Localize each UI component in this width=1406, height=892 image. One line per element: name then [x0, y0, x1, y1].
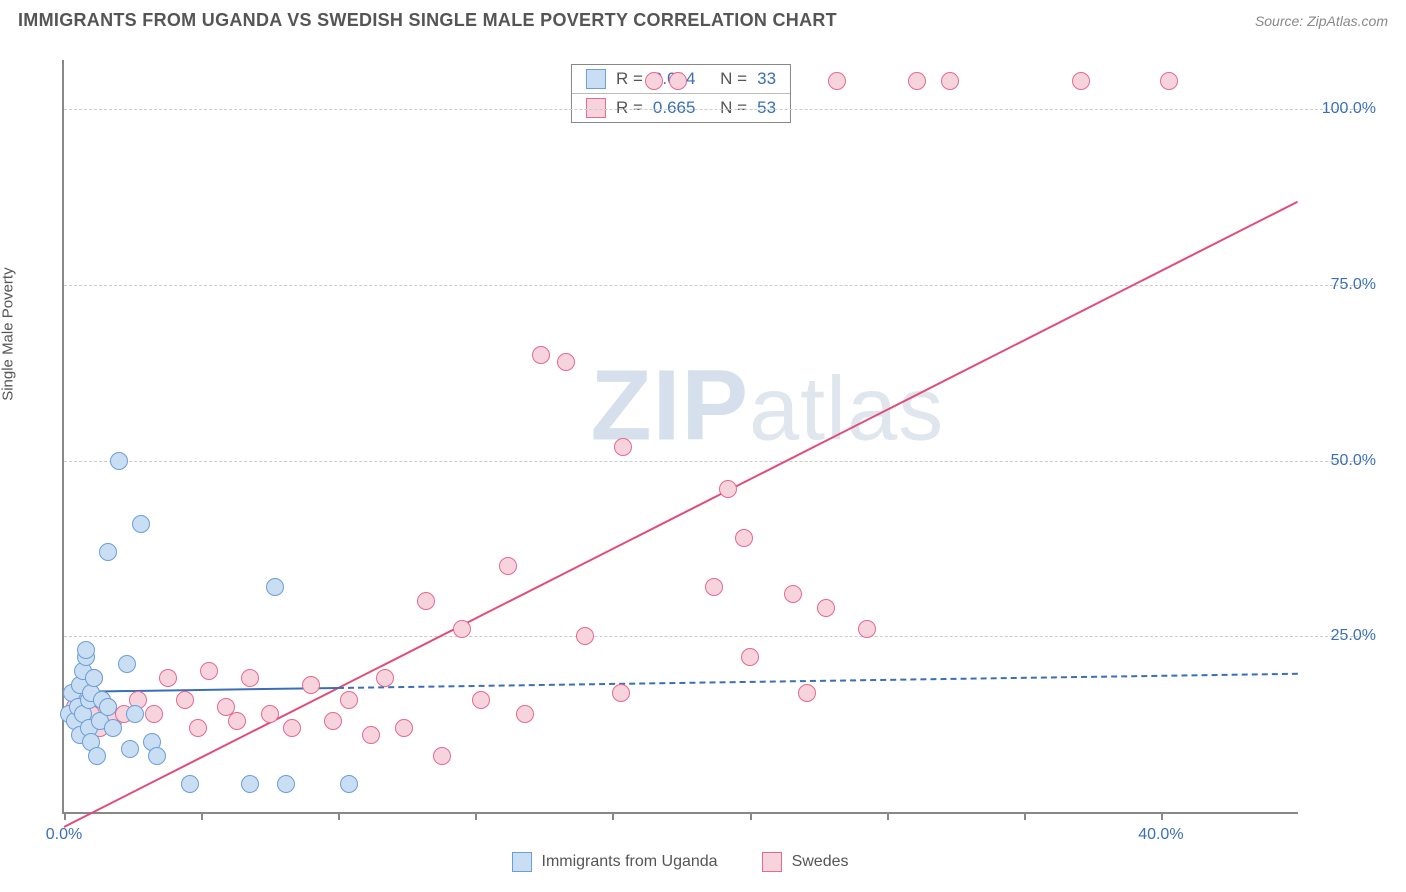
x-tick — [1161, 812, 1163, 820]
data-point — [266, 578, 284, 596]
data-point — [433, 747, 451, 765]
data-point — [798, 684, 816, 702]
data-point — [302, 676, 320, 694]
data-point — [85, 669, 103, 687]
data-point — [118, 655, 136, 673]
x-tick — [612, 812, 614, 820]
x-tick — [64, 812, 66, 820]
x-tick-label: 0.0% — [46, 826, 82, 844]
plot-region: ZIPatlas R = 0.014 N = 33 R = 0.665 N = … — [62, 60, 1298, 814]
legend-swatch-b — [762, 852, 782, 872]
data-point — [340, 691, 358, 709]
data-point — [148, 747, 166, 765]
legend-swatch-a — [512, 852, 532, 872]
data-point — [453, 620, 471, 638]
y-tick-label: 25.0% — [1331, 627, 1376, 645]
x-tick — [887, 812, 889, 820]
gridline — [64, 461, 1368, 462]
gridline — [64, 109, 1368, 110]
data-point — [1160, 72, 1178, 90]
data-point — [145, 705, 163, 723]
chart-title: IMMIGRANTS FROM UGANDA VS SWEDISH SINGLE… — [18, 10, 837, 31]
data-point — [817, 599, 835, 617]
source-label: Source: ZipAtlas.com — [1255, 13, 1388, 29]
data-point — [612, 684, 630, 702]
bottom-legend-b: Swedes — [762, 852, 849, 872]
data-point — [376, 669, 394, 687]
data-point — [362, 726, 380, 744]
data-point — [277, 775, 295, 793]
data-point — [126, 705, 144, 723]
data-point — [719, 480, 737, 498]
data-point — [121, 740, 139, 758]
bottom-legend-a: Immigrants from Uganda — [512, 852, 718, 872]
x-tick — [338, 812, 340, 820]
data-point — [645, 72, 663, 90]
data-point — [828, 72, 846, 90]
data-point — [576, 627, 594, 645]
data-point — [735, 529, 753, 547]
data-point — [261, 705, 279, 723]
x-tick-label: 40.0% — [1138, 826, 1183, 844]
data-point — [176, 691, 194, 709]
data-point — [283, 719, 301, 737]
y-tick-label: 50.0% — [1331, 452, 1376, 470]
data-point — [705, 578, 723, 596]
data-point — [228, 712, 246, 730]
legend-swatch-a — [586, 69, 606, 89]
legend-swatch-b — [586, 98, 606, 118]
data-point — [200, 662, 218, 680]
data-point — [99, 698, 117, 716]
data-point — [241, 669, 259, 687]
data-point — [395, 719, 413, 737]
data-point — [941, 72, 959, 90]
data-point — [499, 557, 517, 575]
data-point — [132, 515, 150, 533]
x-tick — [201, 812, 203, 820]
data-point — [104, 719, 122, 737]
gridline — [64, 636, 1368, 637]
data-point — [417, 592, 435, 610]
x-tick — [1024, 812, 1026, 820]
data-point — [741, 648, 759, 666]
data-point — [557, 353, 575, 371]
bottom-legend: Immigrants from Uganda Swedes — [62, 852, 1298, 872]
data-point — [1072, 72, 1090, 90]
data-point — [324, 712, 342, 730]
data-point — [181, 775, 199, 793]
y-tick-label: 100.0% — [1322, 100, 1376, 118]
data-point — [99, 543, 117, 561]
data-point — [241, 775, 259, 793]
data-point — [110, 452, 128, 470]
data-point — [516, 705, 534, 723]
data-point — [472, 691, 490, 709]
y-tick-label: 75.0% — [1331, 276, 1376, 294]
x-tick — [475, 812, 477, 820]
data-point — [784, 585, 802, 603]
data-point — [614, 438, 632, 456]
data-point — [532, 346, 550, 364]
data-point — [159, 669, 177, 687]
x-tick — [750, 812, 752, 820]
data-point — [88, 747, 106, 765]
data-point — [189, 719, 207, 737]
gridline — [64, 285, 1368, 286]
data-point — [340, 775, 358, 793]
trend-line — [338, 673, 1298, 689]
data-point — [908, 72, 926, 90]
trend-line — [64, 201, 1299, 828]
chart-area: Single Male Poverty ZIPatlas R = 0.014 N… — [18, 44, 1388, 874]
y-axis-label: Single Male Poverty — [0, 267, 17, 400]
legend-row-b: R = 0.665 N = 53 — [572, 93, 790, 122]
